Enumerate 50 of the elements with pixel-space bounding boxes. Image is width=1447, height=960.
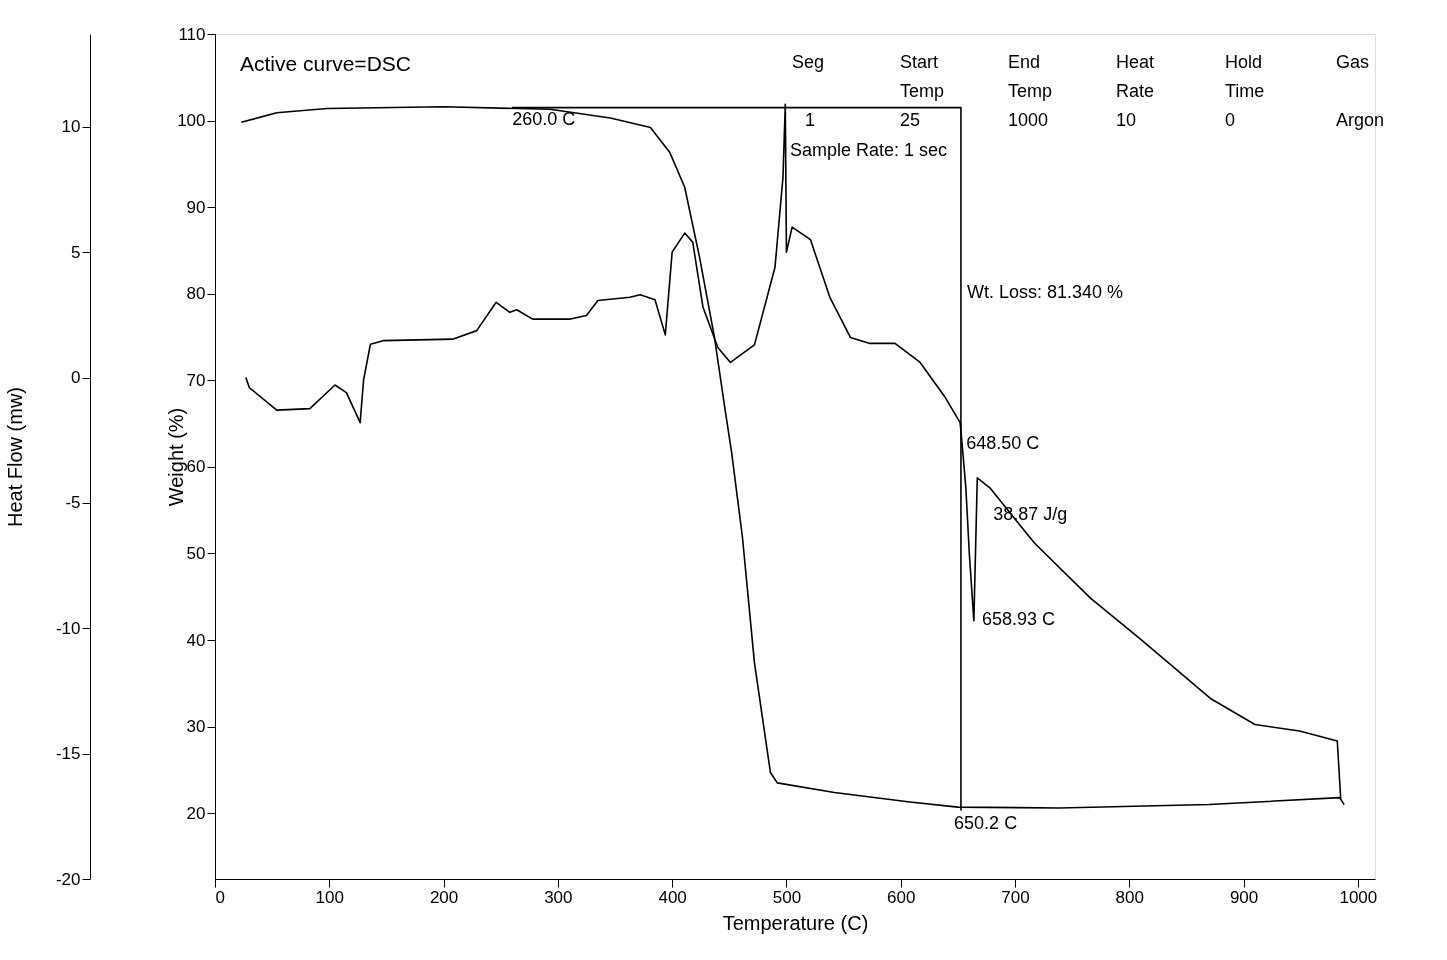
annotation: 1 bbox=[805, 110, 816, 130]
annotation: Wt. Loss: 81.340 % bbox=[967, 282, 1124, 302]
annotation: 658.93 C bbox=[982, 609, 1056, 630]
annotation: 0 bbox=[1225, 110, 1236, 130]
annotation: Start Temp bbox=[900, 52, 945, 101]
y2-tick-label: -20 bbox=[55, 869, 81, 889]
y2-axis-title: Heat Flow (mw) bbox=[3, 386, 26, 528]
y2-tick-label: 0 bbox=[71, 368, 81, 388]
annotation: 260.0 C bbox=[512, 108, 576, 129]
x-tick-label: 700 bbox=[1001, 887, 1030, 907]
annotation: Argon bbox=[1336, 110, 1385, 130]
y-tick-label: 90 bbox=[186, 197, 206, 217]
y2-tick-label: -5 bbox=[65, 493, 81, 513]
y-tick-label: 100 bbox=[177, 111, 206, 131]
x-tick-label: 900 bbox=[1229, 887, 1259, 907]
annotation: 648.50 C bbox=[966, 433, 1040, 454]
y-tick-label: 60 bbox=[186, 457, 206, 477]
x-tick-label: 300 bbox=[544, 887, 573, 907]
y-tick-label: 30 bbox=[186, 717, 206, 737]
annotation: 10 bbox=[1116, 110, 1137, 130]
annotation: 650.2 C bbox=[954, 812, 1018, 833]
y-tick-label: 20 bbox=[186, 803, 206, 823]
y-tick-label: 50 bbox=[186, 543, 206, 563]
y2-tick-label: 10 bbox=[61, 117, 81, 137]
annotation: End Temp bbox=[1008, 52, 1053, 101]
y-tick-label: 110 bbox=[178, 24, 206, 44]
y-tick-label: 80 bbox=[186, 284, 206, 304]
y-axis-title: Weight (%) bbox=[165, 407, 188, 507]
annotation: Sample Rate: 1 sec bbox=[790, 140, 948, 160]
y-tick-label: 70 bbox=[186, 370, 206, 390]
annotation: Hold Time bbox=[1225, 52, 1265, 101]
annotation: 1000 bbox=[1008, 110, 1049, 130]
x-tick-label: 600 bbox=[887, 887, 916, 907]
x-axis-title: Temperature (C) bbox=[722, 911, 869, 934]
annotation: Heat Rate bbox=[1116, 52, 1155, 101]
x-tick-label: 400 bbox=[658, 887, 687, 907]
annotation: Gas bbox=[1336, 52, 1370, 72]
annotation: Seg bbox=[792, 52, 825, 72]
x-tick-label: 100 bbox=[315, 887, 344, 907]
annotation: 25 bbox=[900, 110, 921, 130]
y2-tick-label: 5 bbox=[71, 242, 81, 262]
y2-tick-label: -10 bbox=[55, 618, 81, 638]
x-tick-label: 500 bbox=[772, 887, 802, 907]
y2-tick-label: -15 bbox=[55, 744, 81, 764]
x-tick-label: 1000 bbox=[1339, 887, 1378, 907]
x-tick-label: 800 bbox=[1115, 887, 1144, 907]
annotation: Active curve=DSC bbox=[240, 52, 411, 75]
y-tick-label: 40 bbox=[186, 630, 206, 650]
x-tick-label: 0 bbox=[215, 887, 225, 907]
x-tick-label: 200 bbox=[429, 887, 459, 907]
